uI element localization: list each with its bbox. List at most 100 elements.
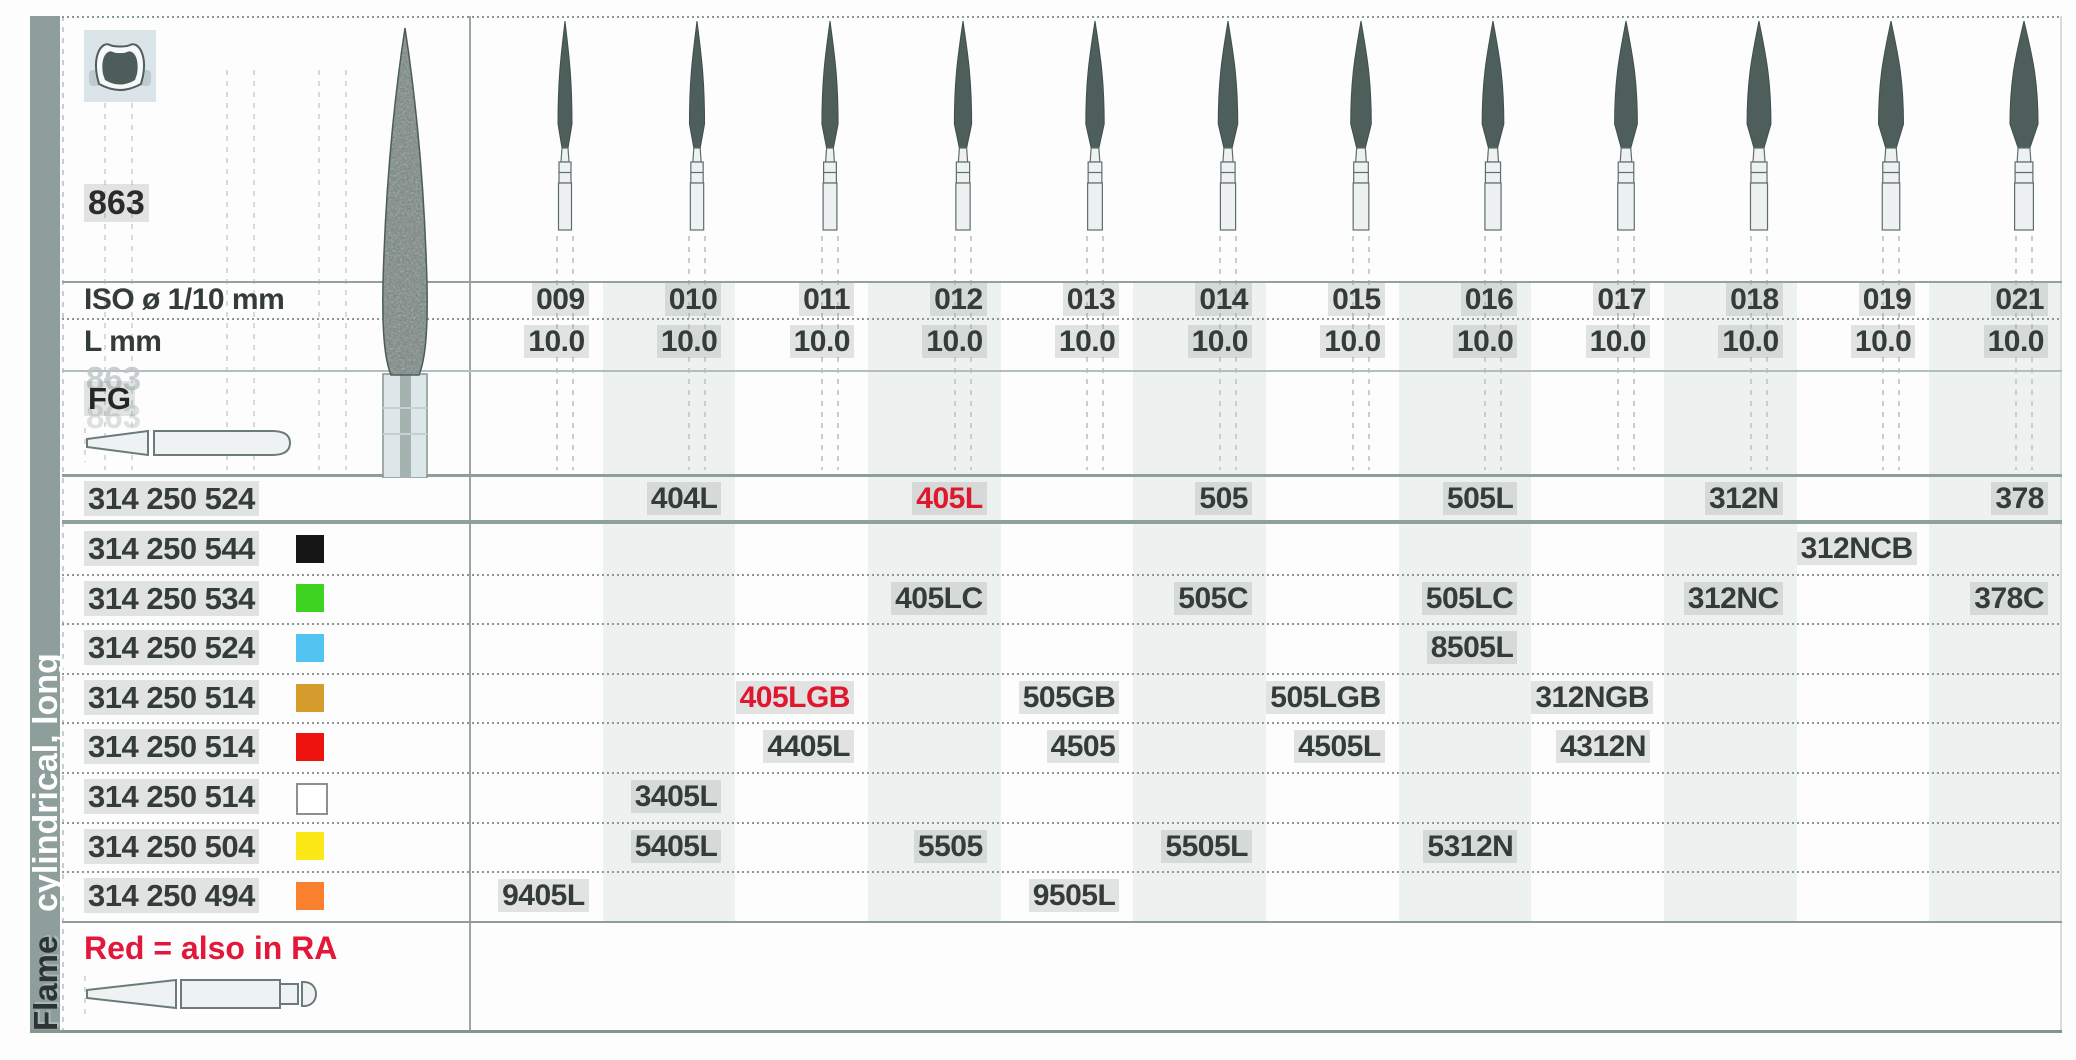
order-cell: 8505L xyxy=(1399,623,1518,673)
rows-bottom-border xyxy=(62,921,2062,923)
order-cell-text: 505 xyxy=(1195,482,1252,515)
color-swatch xyxy=(296,832,324,861)
diamond-bur-icon xyxy=(2002,18,2046,241)
iso-value-text: 015 xyxy=(1328,283,1385,316)
order-code-text: 314 250 494 xyxy=(84,878,259,914)
order-cell: 312NCB xyxy=(1796,524,1917,574)
bur-ghost-line xyxy=(1882,236,1885,470)
bur-ghost-line xyxy=(953,236,956,470)
diamond-bur-photo xyxy=(382,27,428,478)
order-code-text: 314 250 524 xyxy=(84,481,259,516)
diamond-bur-icon xyxy=(1339,18,1383,241)
ghost-bur-line xyxy=(318,70,320,470)
bur-ghost-line xyxy=(1484,236,1487,470)
order-cell-text: 4405L xyxy=(763,730,854,764)
length-row-label: L mm xyxy=(84,325,162,358)
length-value-text: 10.0 xyxy=(524,325,589,358)
order-code-text: 314 250 534 xyxy=(84,580,259,616)
order-cell-text: 4505L xyxy=(1294,730,1385,764)
length-value-cell: 10.0 xyxy=(1664,322,1783,362)
order-cell: 405LGB xyxy=(735,673,854,723)
bur-ghost-line xyxy=(1102,236,1105,470)
order-cell-text: 505GB xyxy=(1018,680,1120,714)
iso-value-cell: 021 xyxy=(1929,281,2048,318)
product-number: 863 xyxy=(84,184,149,223)
iso-value-text: 019 xyxy=(1858,283,1916,316)
order-cell: 9405L xyxy=(470,871,589,921)
sidebar-next-section-label: Flame xyxy=(27,935,64,1031)
row-separator xyxy=(62,623,2062,626)
bur-ghost-line xyxy=(2031,236,2033,470)
bur-ghost-line xyxy=(1235,236,1237,470)
length-value-cell: 10.0 xyxy=(1797,322,1916,362)
bur-ghost-line xyxy=(1633,236,1635,470)
length-value-cell: 10.0 xyxy=(1399,322,1518,362)
iso-value-text: 011 xyxy=(799,283,854,316)
order-code-text: 314 250 544 xyxy=(84,531,259,566)
iso-value-cell: 019 xyxy=(1797,281,1916,318)
ghost-bur-line xyxy=(226,70,228,470)
bur-ghost-line xyxy=(1367,236,1370,470)
order-cell-text: 378 xyxy=(1991,482,2048,515)
ra-shank-icon xyxy=(86,978,317,1010)
order-code-text: 314 250 514 xyxy=(84,779,259,814)
order-cell: 505 xyxy=(1133,478,1252,520)
length-value-text: 10.0 xyxy=(1054,325,1120,358)
order-cell-text: 5505L xyxy=(1161,829,1252,863)
color-swatch xyxy=(296,683,324,712)
length-value-cell: 10.0 xyxy=(1531,322,1650,362)
order-cell: 505L xyxy=(1399,478,1518,520)
order-cell-text: 404L xyxy=(646,482,722,515)
iso-value-text: 021 xyxy=(1991,283,2048,316)
iso-value-cell: 017 xyxy=(1531,281,1650,318)
column-stripe xyxy=(1929,282,2062,921)
iso-value-text: 014 xyxy=(1195,283,1252,316)
bur-ghost-line xyxy=(1500,236,1503,470)
diamond-bur-icon xyxy=(941,18,985,241)
tooth-crown-icon xyxy=(84,30,156,102)
iso-value-cell: 013 xyxy=(1001,281,1120,318)
order-cell: 5405L xyxy=(603,822,722,872)
color-swatch xyxy=(296,733,324,762)
diamond-bur-icon xyxy=(1073,18,1117,241)
length-value-cell: 10.0 xyxy=(1133,322,1252,362)
order-cell-text: 4505 xyxy=(1046,730,1120,764)
length-value-cell: 10.0 xyxy=(1266,322,1385,362)
order-cell-text: 312NGB xyxy=(1531,680,1654,714)
column-stripe xyxy=(1664,282,1797,921)
order-cell-text: 5312N xyxy=(1423,829,1518,863)
iso-value-text: 016 xyxy=(1460,283,1518,316)
bur-ghost-line xyxy=(1086,236,1089,470)
column-stripe xyxy=(1398,282,1532,921)
sidebar xyxy=(30,16,60,1030)
length-value-text: 10.0 xyxy=(1585,325,1650,358)
order-cell: 505LGB xyxy=(1266,673,1385,723)
bur-ghost-line xyxy=(1219,236,1221,470)
column-stripe xyxy=(868,282,1001,921)
first-row-bottom-border xyxy=(62,520,2062,524)
row-separator xyxy=(62,573,2062,576)
length-value-text: 10.0 xyxy=(789,325,854,358)
iso-value-cell: 014 xyxy=(1133,281,1252,318)
order-code: 314 250 514 xyxy=(84,772,259,822)
order-cell: 312NGB xyxy=(1531,673,1654,723)
length-value-text: 10.0 xyxy=(1718,325,1783,358)
order-cell-text: 312N xyxy=(1704,482,1783,515)
order-code: 314 250 494 xyxy=(84,871,259,921)
color-swatch xyxy=(296,634,324,662)
diamond-bur-icon xyxy=(1604,18,1648,241)
order-cell-text: 505LC xyxy=(1421,581,1518,615)
order-cell: 9505L xyxy=(1001,871,1120,921)
watermark-863: 863 xyxy=(86,398,142,435)
order-cell-text: 3405L xyxy=(630,780,722,813)
iso-length-separator xyxy=(62,318,2062,320)
bur-ghost-line xyxy=(969,236,972,470)
diamond-bur-icon xyxy=(1471,18,1515,241)
sidebar-section-label: cylindrical, long xyxy=(27,653,65,912)
diamond-bur-icon xyxy=(1737,18,1781,241)
iso-row-label: ISO ø 1/10 mm xyxy=(84,283,285,316)
order-cell: 505LC xyxy=(1399,574,1518,624)
iso-value-cell: 011 xyxy=(735,281,854,318)
order-cell-text: 405LGB xyxy=(735,680,854,714)
bur-ghost-line xyxy=(1617,236,1619,470)
